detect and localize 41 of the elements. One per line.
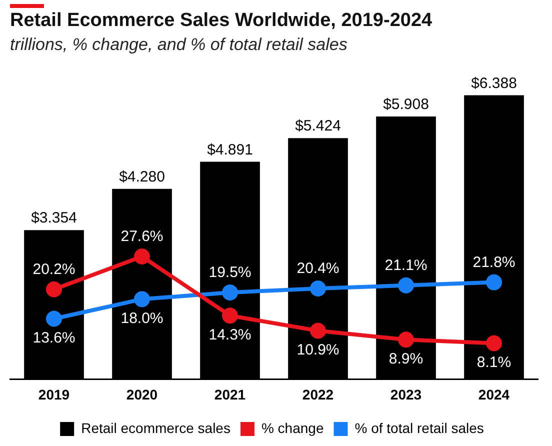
point bbox=[398, 332, 414, 348]
point bbox=[134, 291, 150, 308]
x-tick-label: 2021 bbox=[214, 386, 246, 402]
point bbox=[398, 277, 414, 294]
data-label: 13.6% bbox=[32, 329, 76, 346]
data-label: $5.908 bbox=[383, 96, 429, 114]
point bbox=[222, 308, 238, 324]
data-label: 10.9% bbox=[296, 341, 340, 358]
point bbox=[486, 335, 502, 352]
point bbox=[46, 281, 62, 298]
legend-label: % of total retail sales bbox=[354, 420, 484, 436]
data-label: 8.1% bbox=[476, 354, 512, 371]
point bbox=[310, 280, 326, 297]
data-label: 20.2% bbox=[32, 261, 76, 278]
legend-label: Retail ecommerce sales bbox=[81, 420, 230, 436]
chart-title: Retail Ecommerce Sales Worldwide, 2019-2024 bbox=[10, 10, 432, 32]
data-label: 14.3% bbox=[208, 326, 252, 344]
x-tick-label: 2020 bbox=[126, 386, 158, 402]
point bbox=[134, 248, 150, 264]
legend-label: % change bbox=[261, 420, 324, 436]
x-tick-label: 2022 bbox=[302, 386, 334, 402]
data-label: 8.9% bbox=[388, 350, 424, 368]
data-label: $5.424 bbox=[295, 118, 341, 135]
data-label: $6.388 bbox=[471, 74, 517, 92]
data-label: 21.1% bbox=[384, 257, 428, 274]
chart-subtitle: trillions, % change, and % of total retail sales bbox=[10, 35, 348, 55]
data-label: 19.5% bbox=[208, 264, 252, 282]
point bbox=[46, 310, 62, 327]
point bbox=[486, 274, 502, 290]
data-label: $4.891 bbox=[207, 141, 253, 158]
data-label: $4.280 bbox=[119, 168, 165, 186]
data-label: $3.354 bbox=[31, 210, 77, 227]
x-tick-label: 2019 bbox=[38, 386, 70, 402]
data-label: 21.8% bbox=[472, 254, 516, 271]
point bbox=[310, 322, 326, 339]
point bbox=[222, 284, 238, 301]
x-tick-label: 2023 bbox=[390, 386, 422, 402]
data-label: 20.4% bbox=[296, 260, 340, 278]
data-label: 18.0% bbox=[120, 310, 164, 327]
data-label: 27.6% bbox=[120, 228, 164, 246]
x-tick-label: 2024 bbox=[478, 386, 510, 402]
